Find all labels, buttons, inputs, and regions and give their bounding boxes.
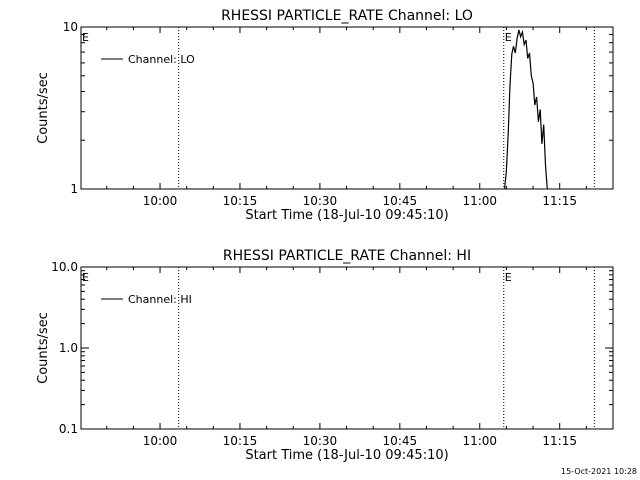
panel1-y-tick-label: 1	[70, 182, 78, 196]
panel2-title: RHESSI PARTICLE_RATE Channel: HI	[223, 248, 471, 264]
panel2-event-label: E	[505, 271, 512, 284]
panel2-x-tick-label: 11:15	[542, 434, 577, 448]
panel2-y-axis-label: Counts/sec	[36, 312, 51, 384]
panel1-x-tick-label: 10:00	[143, 194, 178, 208]
panel1-x-tick-label: 11:15	[542, 194, 577, 208]
panel1-x-tick-label: 10:30	[303, 194, 338, 208]
panel1-title: RHESSI PARTICLE_RATE Channel: LO	[221, 8, 473, 24]
panel2-legend-label: Channel: HI	[128, 293, 192, 306]
timestamp-label: 15-Oct-2021 10:28	[561, 467, 637, 476]
panel1-axes-frame	[80, 26, 614, 190]
panel1-legend-label: Channel: LO	[128, 53, 195, 66]
panel2-y-tick-label: 0.1	[59, 422, 78, 436]
panel1-x-tick-label: 10:45	[383, 194, 418, 208]
panel1-event-label: E	[505, 31, 512, 44]
panel1-x-tick-label: 10:15	[223, 194, 258, 208]
panel2-x-axis-label: Start Time (18-Jul-10 09:45:10)	[245, 448, 448, 463]
panel1-series-line	[504, 29, 548, 190]
panel1-x-axis-label: Start Time (18-Jul-10 09:45:10)	[245, 208, 448, 223]
panel2-x-tick-label: 10:00	[143, 434, 178, 448]
panel2-x-tick-label: 10:45	[383, 434, 418, 448]
panel2-x-tick-label: 10:15	[223, 434, 258, 448]
panel2-y-tick-label: 10.0	[51, 260, 78, 274]
panel1-x-tick-label: 11:00	[462, 194, 497, 208]
panel1-y-tick-label: 10	[63, 20, 78, 34]
panel2-y-tick-label: 1.0	[59, 341, 78, 355]
panel1-y-axis-label: Counts/sec	[36, 72, 51, 144]
panel2-x-tick-label: 11:00	[462, 434, 497, 448]
panel2-x-tick-label: 10:30	[303, 434, 338, 448]
panel2-axes-frame	[80, 266, 614, 430]
panel2-event-label: E	[82, 271, 89, 284]
panel1-event-label: E	[82, 31, 89, 44]
